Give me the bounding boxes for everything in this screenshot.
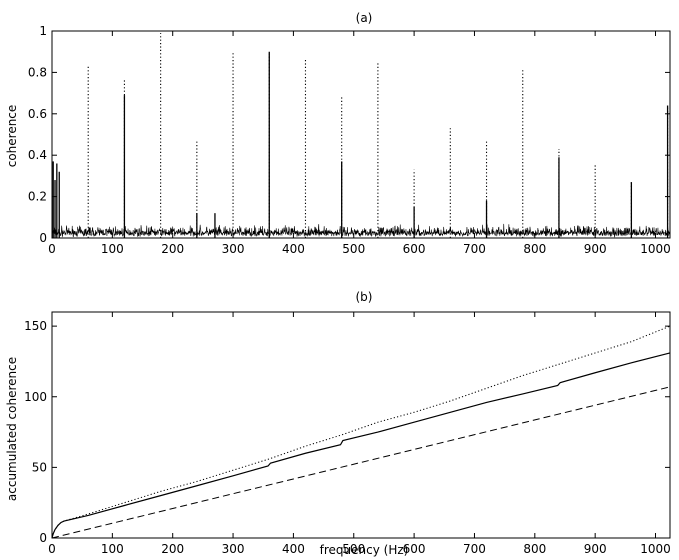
x-tick-label: 200 xyxy=(161,242,184,256)
x-tick-label: 300 xyxy=(222,242,245,256)
x-tick-label: 600 xyxy=(403,542,426,556)
x-tick-label: 100 xyxy=(101,542,124,556)
panel-a-axes-box xyxy=(51,30,671,239)
y-tick-label: 0 xyxy=(39,231,47,245)
noise-floor-trace xyxy=(51,223,671,238)
x-tick-label: 200 xyxy=(161,542,184,556)
x-tick-label: 1000 xyxy=(640,542,671,556)
x-tick-label: 400 xyxy=(282,242,305,256)
x-tick-label: 0 xyxy=(48,542,56,556)
panel-b-ticks: 0 100 200 300 400 500 600 700 800 900 1000 0 50 100 15… xyxy=(24,312,671,556)
panel-b-data xyxy=(51,325,671,539)
dashed-accumulated-line xyxy=(51,386,671,539)
panel-b-xlabel: frequency (Hz) xyxy=(320,543,409,557)
x-tick-label: 0 xyxy=(48,242,56,256)
dotted-accumulated-line xyxy=(51,325,671,539)
x-tick-label: 1000 xyxy=(640,242,671,256)
y-tick-label: 0.6 xyxy=(28,107,47,121)
x-tick-label: 900 xyxy=(584,242,607,256)
y-tick-label: 100 xyxy=(24,390,47,404)
panel-b-axes-box xyxy=(51,311,671,539)
x-tick-label: 100 xyxy=(101,242,124,256)
x-tick-label: 800 xyxy=(523,542,546,556)
y-tick-label: 50 xyxy=(32,460,47,474)
y-tick-label: 0 xyxy=(39,531,47,545)
x-tick-label: 700 xyxy=(463,242,486,256)
x-tick-label: 300 xyxy=(222,542,245,556)
x-tick-label: 400 xyxy=(282,542,305,556)
panel-b-ylabel: accumulated coherence xyxy=(5,357,19,501)
x-tick-label: 900 xyxy=(584,542,607,556)
x-tick-label: 800 xyxy=(523,242,546,256)
y-tick-label: 0.2 xyxy=(28,190,47,204)
x-tick-label: 600 xyxy=(403,242,426,256)
y-tick-label: 0.8 xyxy=(28,65,47,79)
y-tick-label: 150 xyxy=(24,319,47,333)
x-tick-label: 500 xyxy=(342,542,365,556)
panel-a-coherence-plot: (a) coherence 0 100 200 300 400 500 600 700 800 9… xyxy=(5,11,671,256)
panel-a-title: (a) xyxy=(356,11,373,25)
panel-a-data xyxy=(51,33,671,238)
panel-a-ylabel: coherence xyxy=(5,105,19,168)
x-tick-label: 700 xyxy=(463,542,486,556)
panel-b-title: (b) xyxy=(356,290,373,304)
x-tick-label: 500 xyxy=(342,242,365,256)
y-tick-label: 0.4 xyxy=(28,148,47,162)
y-tick-label: 1 xyxy=(39,24,47,38)
solid-accumulated-line xyxy=(51,352,671,539)
panel-b-accumulated-plot: (b) accumulated coherence frequency (Hz)… xyxy=(5,290,671,557)
